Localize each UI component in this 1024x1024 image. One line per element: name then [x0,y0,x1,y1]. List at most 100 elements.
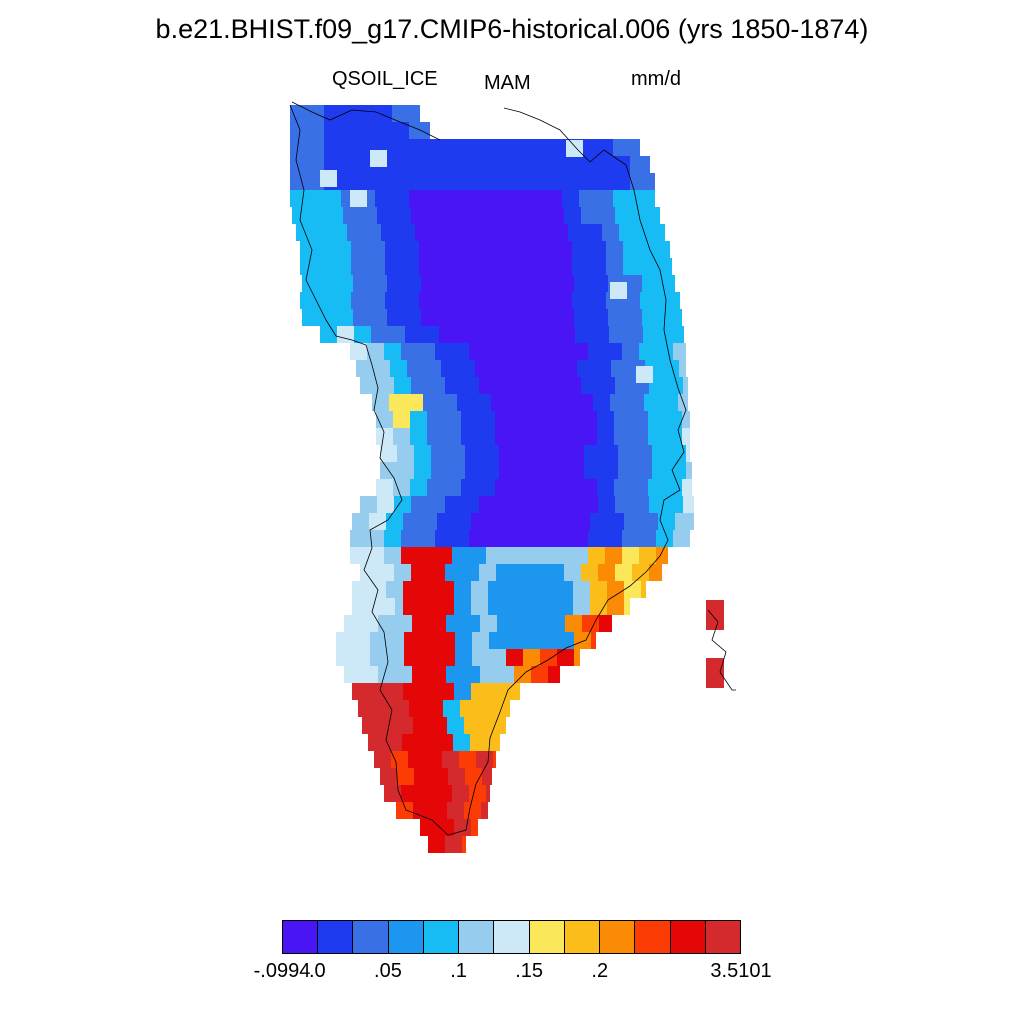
map-cell [607,513,624,530]
map-cell [455,275,472,292]
map-cell [608,309,625,326]
map-cell [406,394,423,411]
map-cell [589,241,606,258]
map-cell [493,751,496,768]
map-cell [525,394,542,411]
map-cell [683,496,694,513]
map-cell [411,496,428,513]
map-cell [512,479,529,496]
map-cell [420,683,437,700]
map-cell [457,394,474,411]
map-cell [341,156,358,173]
map-cell [555,292,572,309]
map-cell [623,258,640,275]
map-cell [610,282,627,299]
map-cell [390,360,407,377]
map-cell [411,207,428,224]
map-cell [588,530,605,547]
map-cell [601,462,618,479]
map-cell [511,190,528,207]
map-cell [590,598,607,615]
map-cell [436,292,453,309]
map-cell [402,292,419,309]
map-cell [659,275,675,292]
map-cell [588,343,605,360]
map-cell [461,411,478,428]
map-cell [538,258,555,275]
map-cell [613,173,630,190]
map-cell [605,343,622,360]
map-cell [567,445,584,462]
map-cell [360,377,377,394]
map-cell [632,207,649,224]
map-cell [529,479,546,496]
map-cell [352,581,369,598]
map-cell [411,377,428,394]
map-cell [635,445,652,462]
map-cell [392,700,409,717]
map-cell [682,428,690,445]
map-cell [548,615,565,632]
map-cell [430,802,447,819]
map-cell [676,309,682,326]
map-cell [495,411,512,428]
map-cell [396,802,413,819]
map-cell [489,649,506,666]
map-cell [419,734,436,751]
map-cell [574,649,580,666]
map-cell [677,326,684,343]
map-cell [460,190,477,207]
map-cell [326,207,343,224]
map-cell [580,428,597,445]
map-cell [665,428,682,445]
map-cell [460,700,477,717]
map-cell [386,581,403,598]
map-cell [367,343,384,360]
map-cell [551,224,568,241]
map-cell [547,496,564,513]
map-cell [488,513,505,530]
map-cell [394,377,411,394]
map-cell [447,802,464,819]
map-cell [428,496,445,513]
map-cell [571,530,588,547]
map-cell [673,343,686,360]
map-cell [523,632,540,649]
map-cell [599,615,612,632]
map-cell [615,564,632,581]
map-cell [454,683,471,700]
map-cell [662,360,679,377]
map-cell [426,156,443,173]
map-cell [409,156,426,173]
map-cell [492,360,509,377]
map-cell [422,326,439,343]
map-cell [358,700,375,717]
map-cell [367,547,384,564]
map-cell [374,751,391,768]
map-cell [462,564,479,581]
map-cell [407,360,424,377]
map-cell [556,598,573,615]
map-cell [350,547,367,564]
map-cell [471,819,478,836]
map-cell [368,241,385,258]
map-cell [444,428,461,445]
map-cell [445,207,462,224]
map-cell [412,615,429,632]
map-cell [572,292,589,309]
map-cell [444,479,461,496]
map-cell [669,445,686,462]
map-cell [465,445,482,462]
colorbar-swatch-2 [353,921,389,953]
map-cell [370,632,387,649]
map-cell [522,581,539,598]
map-cell [429,666,446,683]
map-cell [538,241,555,258]
map-cell [385,258,402,275]
map-cell [370,649,387,666]
map-cell [496,207,513,224]
map-cell [618,462,635,479]
map-cell [495,428,512,445]
map-cell [529,411,546,428]
map-cell [358,173,375,190]
